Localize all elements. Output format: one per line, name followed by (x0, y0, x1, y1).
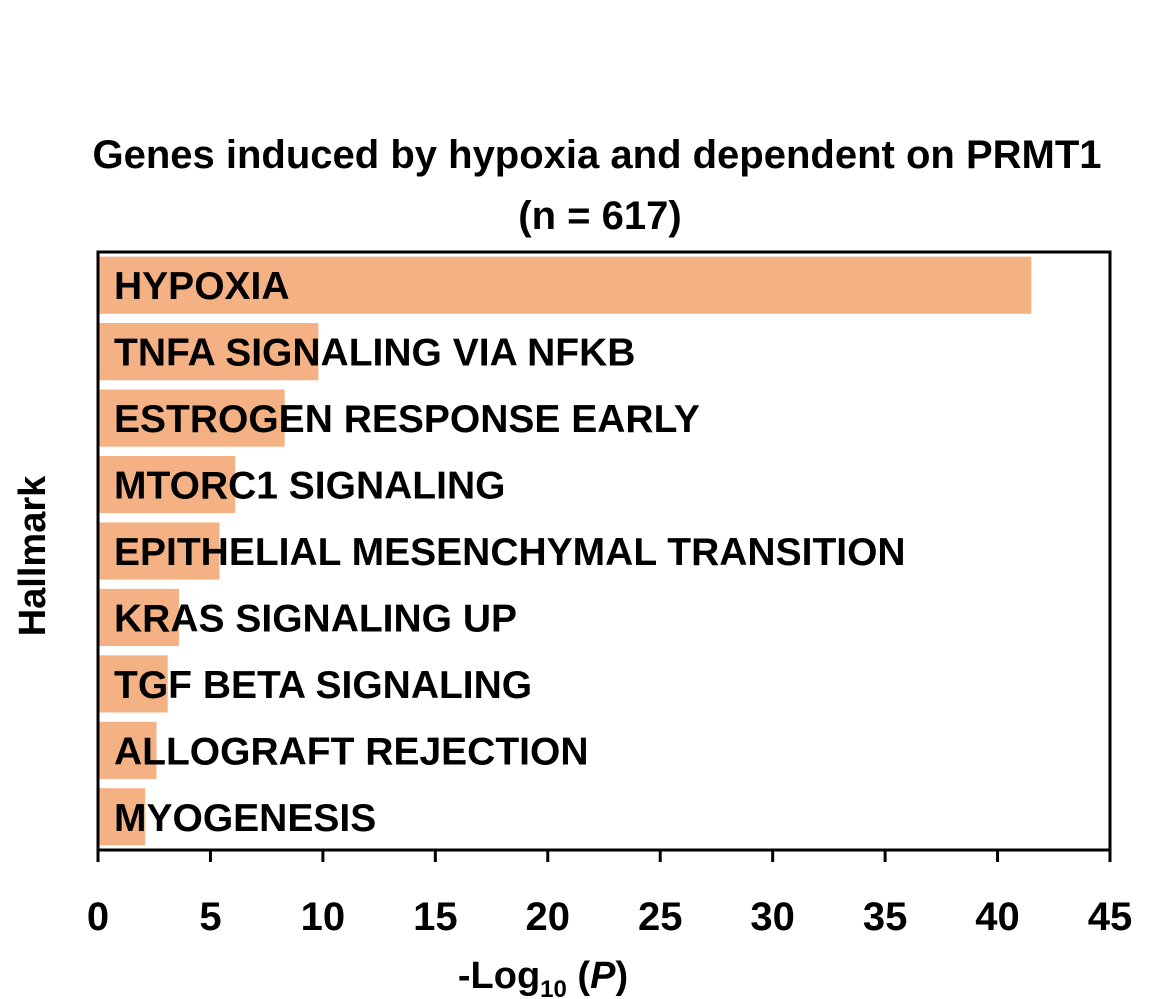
y-axis-label: Hallmark (12, 475, 54, 636)
bar-tnfa-signaling-via-nfkb (98, 323, 319, 381)
bar-epithelial-mesenchymal-transition (98, 522, 220, 580)
x-tick-label-10: 10 (301, 895, 346, 939)
bars-group (98, 256, 1032, 846)
x-tick-label-20: 20 (526, 895, 571, 939)
category-labels-group: HYPOXIA TNFA SIGNALING VIA NFKB ESTROGEN R… (114, 265, 906, 840)
x-axis-label-italic: P (590, 955, 616, 997)
x-tick-label-30: 30 (750, 895, 795, 939)
x-tick-label-5: 5 (199, 895, 221, 939)
x-axis-ticks-group: 0 5 10 15 20 25 30 35 40 45 (87, 850, 1132, 939)
x-axis-label-close: ) (615, 955, 628, 997)
x-axis-label-open: ( (567, 955, 591, 997)
x-axis-label: -Log10 (P) (458, 955, 628, 999)
category-label-tnfa-signaling-via-nfkb: TNFA SIGNALING VIA NFKB (114, 332, 635, 375)
bar-myogenesis (98, 788, 146, 846)
plot-frame (96, 250, 1112, 852)
chart-subtitle: (n = 617) (518, 194, 681, 238)
category-label-epithelial-mesenchymal-transition: EPITHELIAL MESENCHYMAL TRANSITION (114, 531, 906, 574)
x-tick-label-40: 40 (975, 895, 1020, 939)
x-axis-label-prefix: -Log (458, 955, 540, 997)
category-label-mtorc1-signaling: MTORC1 SIGNALING (114, 465, 505, 508)
x-tick-label-25: 25 (638, 895, 683, 939)
x-tick-label-35: 35 (863, 895, 908, 939)
x-axis-label-subscript: 10 (540, 976, 567, 999)
bar-allograft-rejection (98, 721, 157, 779)
bar-tgf-beta-signaling (98, 655, 168, 713)
category-label-tgf-beta-signaling: TGF BETA SIGNALING (114, 664, 532, 707)
x-tick-label-45: 45 (1088, 895, 1133, 939)
category-label-allograft-rejection: ALLOGRAFT REJECTION (114, 730, 589, 773)
category-label-hypoxia: HYPOXIA (114, 265, 290, 308)
bar-kras-signaling-up (98, 588, 179, 647)
category-label-estrogen-response-early: ESTROGEN RESPONSE EARLY (114, 398, 700, 441)
category-label-kras-signaling-up: KRAS SIGNALING UP (114, 597, 517, 640)
category-label-myogenesis: MYOGENESIS (114, 797, 376, 840)
x-tick-label-15: 15 (413, 895, 458, 939)
chart-title: Genes induced by hypoxia and dependent o… (92, 133, 1101, 177)
bar-mtorc1-signaling (98, 455, 236, 514)
bar-estrogen-response-early (98, 389, 285, 447)
bar-hypoxia (98, 256, 1032, 314)
x-tick-label-0: 0 (87, 895, 109, 939)
